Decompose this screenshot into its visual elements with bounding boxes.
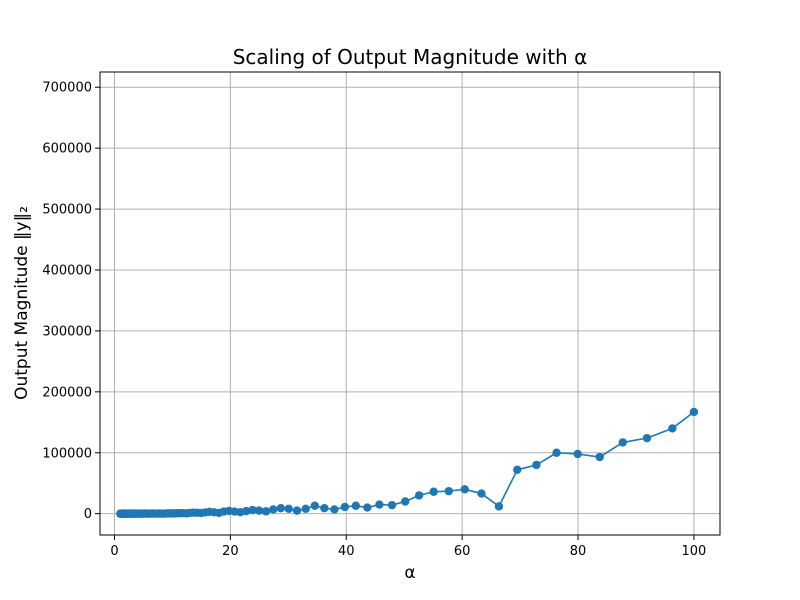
plot-frame bbox=[99, 71, 721, 536]
data-point bbox=[444, 486, 454, 496]
grid bbox=[100, 72, 720, 535]
data-point bbox=[460, 485, 469, 494]
data-point bbox=[284, 504, 293, 513]
y-tick-label: 200000 bbox=[42, 385, 92, 400]
data-point bbox=[668, 424, 677, 433]
x-tick-label: 20 bbox=[222, 544, 239, 559]
data-point bbox=[254, 506, 264, 515]
y-tick-label: 700000 bbox=[42, 81, 92, 96]
x-tick-label: 60 bbox=[454, 544, 471, 559]
x-tick-label: 80 bbox=[570, 544, 587, 559]
chart-title: Scaling of Output Magnitude with α bbox=[233, 45, 588, 69]
data-point bbox=[532, 460, 541, 470]
data-point bbox=[276, 503, 285, 513]
data-point bbox=[513, 465, 522, 475]
data-point bbox=[552, 448, 561, 457]
data-point bbox=[351, 501, 361, 510]
x-tick-label: 0 bbox=[110, 544, 118, 559]
data-point bbox=[261, 507, 271, 516]
x-axis-label: α bbox=[404, 563, 415, 583]
data-point bbox=[618, 438, 627, 447]
data-point bbox=[642, 433, 652, 443]
data-point bbox=[401, 497, 410, 506]
y-tick-label: 400000 bbox=[42, 263, 92, 278]
y-tick-label: 500000 bbox=[42, 203, 92, 218]
x-tick-label: 100 bbox=[682, 544, 707, 559]
data-point bbox=[387, 500, 397, 510]
data-point bbox=[429, 487, 438, 496]
y-tick-label: 0 bbox=[84, 507, 92, 522]
data-point bbox=[301, 504, 310, 513]
data-point bbox=[414, 491, 424, 500]
y-tick-label: 600000 bbox=[42, 142, 92, 157]
data-point bbox=[340, 502, 350, 512]
data-point bbox=[689, 407, 699, 417]
data-point bbox=[595, 452, 604, 462]
data-point bbox=[573, 449, 582, 459]
y-axis-label: Output Magnitude ‖y‖₂ bbox=[12, 206, 32, 400]
data-point bbox=[494, 502, 504, 511]
data-point bbox=[320, 503, 329, 513]
data-point bbox=[363, 503, 372, 512]
data-point bbox=[477, 489, 486, 498]
data-point bbox=[375, 500, 384, 509]
x-tick-label: 40 bbox=[338, 544, 355, 559]
axis-ticks: 0 20 40 60 80 100 0 100000 200000 300000 400000 500… bbox=[42, 81, 706, 559]
data-point bbox=[242, 506, 251, 516]
data-point bbox=[248, 505, 257, 515]
series-layer bbox=[116, 407, 699, 518]
data-point bbox=[292, 506, 302, 515]
data-point bbox=[310, 501, 320, 510]
y-tick-label: 300000 bbox=[42, 324, 92, 339]
data-point bbox=[330, 505, 339, 514]
y-tick-label: 100000 bbox=[42, 446, 92, 461]
data-point bbox=[269, 505, 278, 514]
